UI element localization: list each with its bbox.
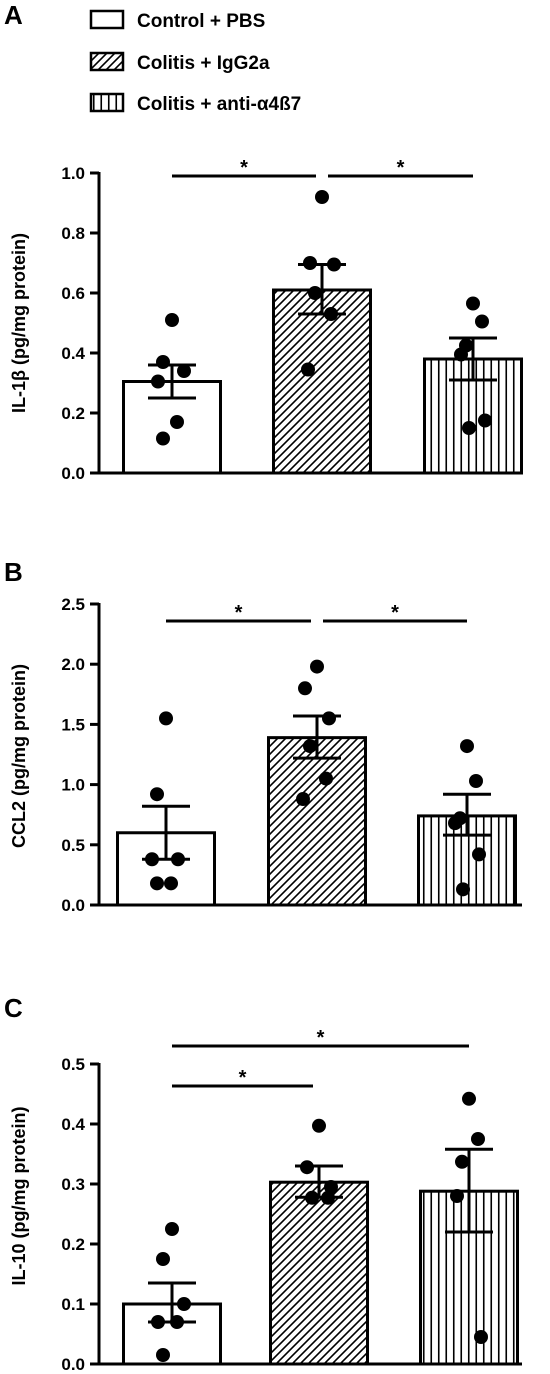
chart-panel-a: 0.0 0.2 0.4 0.6 0.8 1.0 * * [61,157,523,483]
data-point-igg2a [310,659,324,674]
data-point-control [156,355,170,369]
legend-swatch-igg2a [89,51,125,72]
data-point-igg2a [305,1190,319,1205]
data-point-control [177,364,191,378]
y-tick-label: 0.0 [61,464,85,483]
y-tick-label: 0.2 [61,404,85,423]
chart-panel-b: 0.0 0.5 1.0 1.5 2.0 2.5 * * [61,595,522,915]
data-point-control [156,1348,170,1362]
data-point-control [145,852,159,867]
legend-swatch-control [89,9,125,30]
y-tick-label: 0.0 [61,1355,85,1374]
data-point-control [164,876,178,891]
bar-igg2a [267,736,367,907]
data-point-igg2a [315,190,329,204]
data-point-igg2a [308,286,322,300]
data-point-anti [475,314,489,329]
y-tick-label: 0.3 [61,1175,85,1194]
data-point-anti [469,773,483,788]
data-point-control [156,431,170,446]
y-axis-label-a: IL-1β (pg/mg protein) [9,233,29,413]
bar-control [116,831,216,907]
data-point-anti [462,1091,476,1106]
data-point-control [177,1297,191,1311]
data-point-control [156,1252,170,1266]
data-point-anti [472,847,486,862]
data-point-igg2a [327,257,341,272]
y-axis-label-b: CCL2 (pg/mg protein) [9,664,29,848]
data-point-anti [455,1154,469,1169]
significance-star: * [240,157,248,179]
legend-label-igg2a: Colitis + IgG2a [137,53,270,74]
data-point-igg2a [296,792,310,807]
significance-star: * [391,602,399,624]
y-tick-label: 2.0 [61,655,85,674]
data-point-igg2a [303,739,317,754]
data-point-anti [478,413,492,428]
y-tick-label: 0.4 [61,344,85,363]
data-point-igg2a [322,711,336,726]
significance-star: * [397,157,405,179]
y-tick-label: 0.5 [61,836,85,855]
y-tick-label: 2.5 [61,595,85,614]
data-point-igg2a [303,256,317,270]
data-point-control [150,787,164,802]
y-tick-label: 0.6 [61,284,85,303]
bar-igg2a [272,288,372,475]
data-point-control [170,415,184,429]
y-tick-label: 0.2 [61,1235,85,1254]
data-point-anti [460,739,474,754]
data-point-control [165,313,179,327]
panel-letter-b: B [4,557,23,587]
data-point-anti [448,816,462,831]
significance-star: * [317,1027,325,1049]
y-tick-label: 1.0 [61,164,85,183]
data-point-anti [454,347,468,362]
y-tick-label: 0.0 [61,896,85,915]
data-point-igg2a [312,1118,326,1133]
legend: Control + PBS Colitis + IgG2a Colitis + … [89,9,301,115]
bar-igg2a [269,1180,369,1366]
data-point-anti [450,1189,464,1203]
y-tick-label: 1.0 [61,776,85,795]
data-point-control [150,876,164,891]
y-tick-label: 0.5 [61,1055,85,1074]
data-point-control [151,374,165,389]
y-tick-label: 0.8 [61,224,85,243]
data-point-control [151,1315,165,1329]
data-point-anti [456,882,470,897]
y-axis-label-c: IL-10 (pg/mg protein) [9,1107,29,1286]
y-tick-label: 0.1 [61,1295,85,1314]
data-point-anti [466,296,480,311]
data-point-igg2a [301,362,315,377]
panel-letter-c: C [4,993,23,1023]
data-point-anti [462,421,476,435]
legend-label-anti: Colitis + anti-α4ß7 [137,94,301,115]
legend-swatch-anti [89,92,125,113]
chart-panel-c: 0.0 0.1 0.2 0.3 0.4 0.5 * * [61,1027,522,1374]
data-point-control [171,852,185,867]
data-point-anti [471,1132,485,1146]
data-point-anti [474,1330,488,1344]
data-point-control [165,1222,179,1236]
significance-star: * [235,602,243,624]
data-point-control [170,1315,184,1329]
data-point-igg2a [324,1180,338,1194]
significance-star: * [239,1067,247,1089]
data-point-igg2a [298,681,312,696]
data-point-igg2a [321,1190,335,1205]
data-point-control [159,711,173,726]
y-tick-label: 1.5 [61,715,85,734]
data-point-igg2a [324,307,338,321]
data-point-igg2a [319,771,333,786]
panel-letter-a: A [4,0,23,30]
y-tick-label: 0.4 [61,1115,85,1134]
legend-label-control: Control + PBS [137,11,265,32]
data-point-igg2a [300,1160,314,1175]
